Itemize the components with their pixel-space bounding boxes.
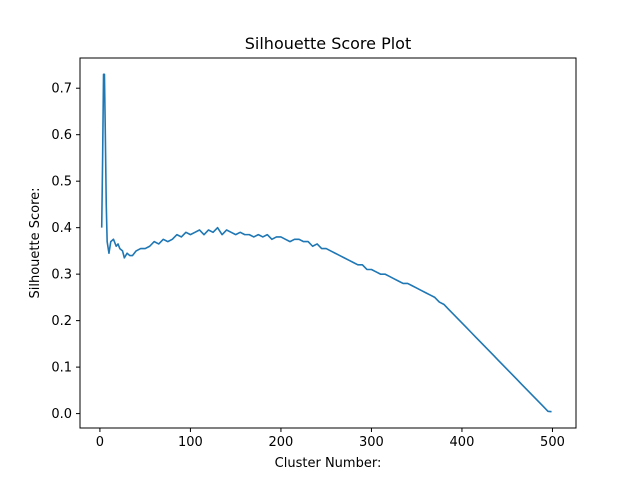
x-tick-label: 300 — [359, 435, 384, 450]
y-axis: 0.0 0.1 0.2 0.3 0.4 0.5 0.6 0.7 — [51, 82, 80, 422]
y-axis-title: Silhouette Score: — [28, 187, 43, 298]
y-tick-label: 0.0 — [51, 407, 72, 422]
y-tick-label: 0.5 — [51, 175, 72, 190]
plot-area — [100, 73, 552, 413]
x-tick-label: 100 — [178, 435, 203, 450]
x-tick-label: 500 — [540, 435, 565, 450]
x-tick-label: 0 — [96, 435, 104, 450]
x-tick-label: 400 — [450, 435, 475, 450]
x-axis: 0 100 200 300 400 500 — [96, 428, 565, 450]
y-tick-label: 0.7 — [51, 82, 72, 97]
y-tick-label: 0.1 — [51, 361, 72, 376]
plot-frame — [79, 57, 577, 429]
y-tick-label: 0.4 — [51, 221, 72, 236]
y-tick-label: 0.3 — [51, 268, 72, 283]
chart-title: Silhouette Score Plot — [245, 34, 412, 53]
series-line — [100, 73, 552, 413]
y-tick-label: 0.2 — [51, 314, 72, 329]
y-tick-label: 0.6 — [51, 128, 72, 143]
x-tick-label: 200 — [269, 435, 294, 450]
x-axis-title: Cluster Number: — [275, 456, 382, 471]
